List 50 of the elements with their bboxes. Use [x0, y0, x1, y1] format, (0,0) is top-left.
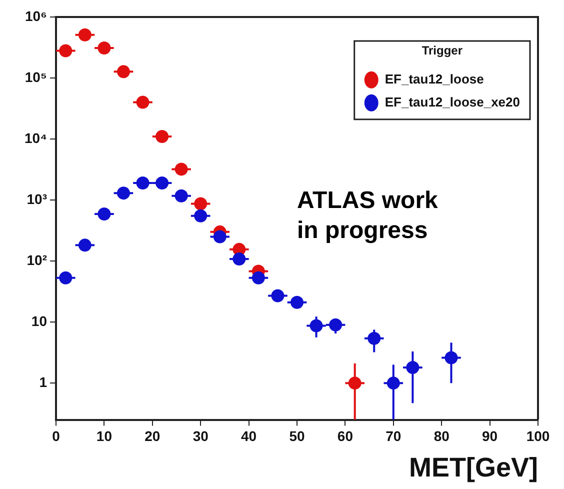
- point: [444, 351, 458, 364]
- x-tick-label: 90: [482, 428, 498, 444]
- x-tick-label: 70: [386, 428, 402, 444]
- y-tick-label: 10⁶: [24, 8, 47, 24]
- legend-label: EF_tau12_loose_xe20: [384, 94, 520, 110]
- x-tick-label: 100: [526, 428, 550, 444]
- point: [116, 186, 130, 200]
- point: [386, 376, 400, 390]
- point: [156, 176, 169, 190]
- x-tick-label: 50: [289, 428, 305, 444]
- point: [98, 208, 111, 221]
- point: [174, 162, 188, 176]
- y-tick-label: 1: [39, 374, 48, 390]
- y-tick-label: 10⁴: [24, 130, 48, 146]
- annotation: ATLAS work in progress: [297, 186, 439, 246]
- y-tick-label: 10³: [26, 190, 48, 207]
- point: [232, 252, 246, 266]
- x-tick-label: 10: [96, 428, 112, 444]
- point: [59, 271, 72, 284]
- x-tick-label: 80: [434, 428, 450, 444]
- point: [116, 65, 130, 78]
- legend-title: Trigger: [422, 43, 463, 58]
- point: [271, 289, 284, 302]
- point: [348, 376, 362, 390]
- legend-label: EF_tau12_loose: [384, 71, 484, 86]
- point: [368, 332, 381, 345]
- y-tick-label: 10²: [26, 252, 48, 268]
- point: [194, 209, 208, 222]
- point: [290, 296, 304, 309]
- point: [78, 28, 92, 42]
- point: [78, 238, 92, 252]
- point: [329, 318, 342, 332]
- x-axis-title: MET[GeV]: [408, 452, 538, 482]
- point: [136, 96, 150, 109]
- point: [136, 176, 150, 190]
- point: [98, 42, 111, 55]
- point: [252, 271, 265, 284]
- point: [194, 197, 208, 210]
- point: [156, 130, 169, 143]
- point: [59, 44, 72, 58]
- point: [310, 319, 323, 332]
- y-tick-label: 10: [31, 312, 48, 329]
- x-tick-label: 30: [192, 428, 209, 444]
- y-tick-label: 10⁵: [24, 68, 47, 85]
- point: [406, 360, 420, 374]
- x-tick-label: 0: [52, 428, 60, 444]
- x-tick-label: 60: [337, 428, 354, 444]
- x-tick-label: 40: [241, 428, 257, 444]
- point: [174, 189, 188, 202]
- x-tick-label: 20: [144, 428, 160, 444]
